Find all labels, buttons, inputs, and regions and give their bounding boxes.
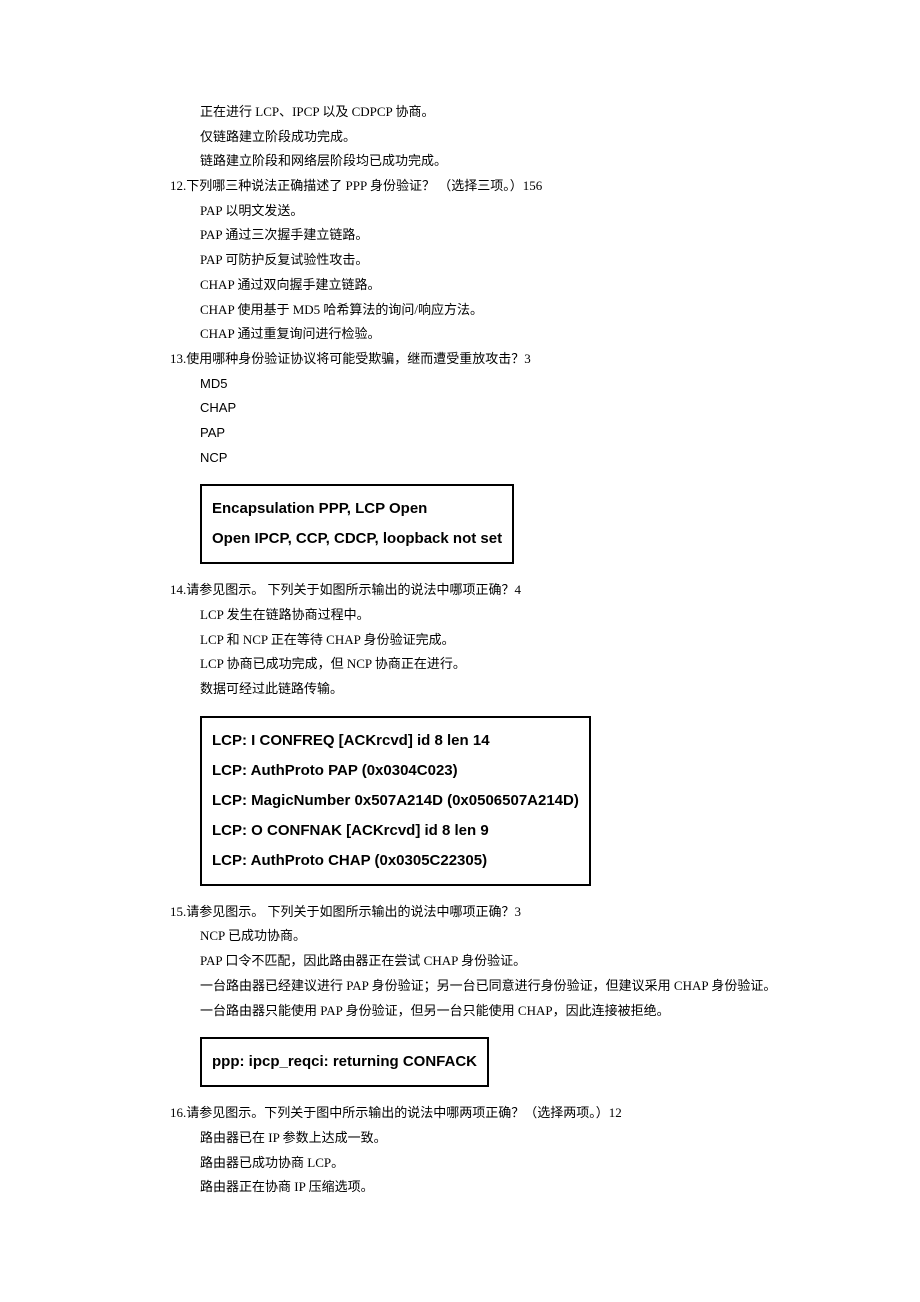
option-text: 链路建立阶段和网络层阶段均已成功完成。 (200, 149, 850, 174)
option-text: MD5 (200, 372, 850, 397)
option-text: 数据可经过此链路传输。 (200, 677, 850, 702)
exhibit-line: LCP: AuthProto PAP (0x0304C023) (212, 756, 579, 786)
exhibit-line: ppp: ipcp_reqci: returning CONFACK (212, 1047, 477, 1077)
exhibit-line: LCP: O CONFNAK [ACKrcvd] id 8 len 9 (212, 816, 579, 846)
q12-options: PAP 以明文发送。 PAP 通过三次握手建立链路。 PAP 可防护反复试验性攻… (170, 199, 850, 347)
option-text: CHAP 通过重复询问进行检验。 (200, 322, 850, 347)
q15-options: NCP 已成功协商。 PAP 口令不匹配，因此路由器正在尝试 CHAP 身份验证… (170, 924, 850, 1023)
option-text: 一台路由器只能使用 PAP 身份验证，但另一台只能使用 CHAP，因此连接被拒绝… (200, 999, 850, 1024)
option-text: 仅链路建立阶段成功完成。 (200, 125, 850, 150)
exhibit-line: LCP: AuthProto CHAP (0x0305C22305) (212, 846, 579, 876)
exhibit-line: LCP: MagicNumber 0x507A214D (0x0506507A2… (212, 786, 579, 816)
exhibit-line: Open IPCP, CCP, CDCP, loopback not set (212, 524, 502, 554)
option-text: PAP 以明文发送。 (200, 199, 850, 224)
option-text: CHAP (200, 396, 850, 421)
option-text: LCP 和 NCP 正在等待 CHAP 身份验证完成。 (200, 628, 850, 653)
option-text: 正在进行 LCP、IPCP 以及 CDPCP 协商。 (200, 100, 850, 125)
option-text: 一台路由器已经建议进行 PAP 身份验证；另一台已同意进行身份验证，但建议采用 … (200, 974, 850, 999)
exhibit-line: Encapsulation PPP, LCP Open (212, 494, 502, 524)
q13-options: MD5 CHAP PAP NCP (170, 372, 850, 471)
option-text: NCP (200, 446, 850, 471)
option-text: LCP 发生在链路协商过程中。 (200, 603, 850, 628)
option-text: PAP (200, 421, 850, 446)
q15-prompt: 15.请参见图示。 下列关于如图所示输出的说法中哪项正确？3 (170, 900, 850, 925)
option-text: 路由器已在 IP 参数上达成一致。 (200, 1126, 850, 1151)
option-text: 路由器正在协商 IP 压缩选项。 (200, 1175, 850, 1200)
option-text: 路由器已成功协商 LCP。 (200, 1151, 850, 1176)
q16-options: 路由器已在 IP 参数上达成一致。 路由器已成功协商 LCP。 路由器正在协商 … (170, 1126, 850, 1200)
option-text: PAP 通过三次握手建立链路。 (200, 223, 850, 248)
option-text: CHAP 通过双向握手建立链路。 (200, 273, 850, 298)
option-text: PAP 可防护反复试验性攻击。 (200, 248, 850, 273)
exhibit-box-2: LCP: I CONFREQ [ACKrcvd] id 8 len 14 LCP… (200, 716, 591, 886)
q14-options: LCP 发生在链路协商过程中。 LCP 和 NCP 正在等待 CHAP 身份验证… (170, 603, 850, 702)
exhibit-box-1: Encapsulation PPP, LCP Open Open IPCP, C… (200, 484, 514, 564)
exhibit-box-3: ppp: ipcp_reqci: returning CONFACK (200, 1037, 489, 1087)
q14-prompt: 14.请参见图示。 下列关于如图所示输出的说法中哪项正确？4 (170, 578, 850, 603)
q12-prompt: 12.下列哪三种说法正确描述了 PPP 身份验证？ （选择三项。）156 (170, 174, 850, 199)
option-text: NCP 已成功协商。 (200, 924, 850, 949)
q16-prompt: 16.请参见图示。下列关于图中所示输出的说法中哪两项正确？（选择两项。）12 (170, 1101, 850, 1126)
exhibit-line: LCP: I CONFREQ [ACKrcvd] id 8 len 14 (212, 726, 579, 756)
option-text: CHAP 使用基于 MD5 哈希算法的询问/响应方法。 (200, 298, 850, 323)
option-text: LCP 协商已成功完成，但 NCP 协商正在进行。 (200, 652, 850, 677)
q11-remaining-options: 正在进行 LCP、IPCP 以及 CDPCP 协商。 仅链路建立阶段成功完成。 … (170, 100, 850, 174)
option-text: PAP 口令不匹配，因此路由器正在尝试 CHAP 身份验证。 (200, 949, 850, 974)
q13-prompt: 13.使用哪种身份验证协议将可能受欺骗，继而遭受重放攻击？3 (170, 347, 850, 372)
